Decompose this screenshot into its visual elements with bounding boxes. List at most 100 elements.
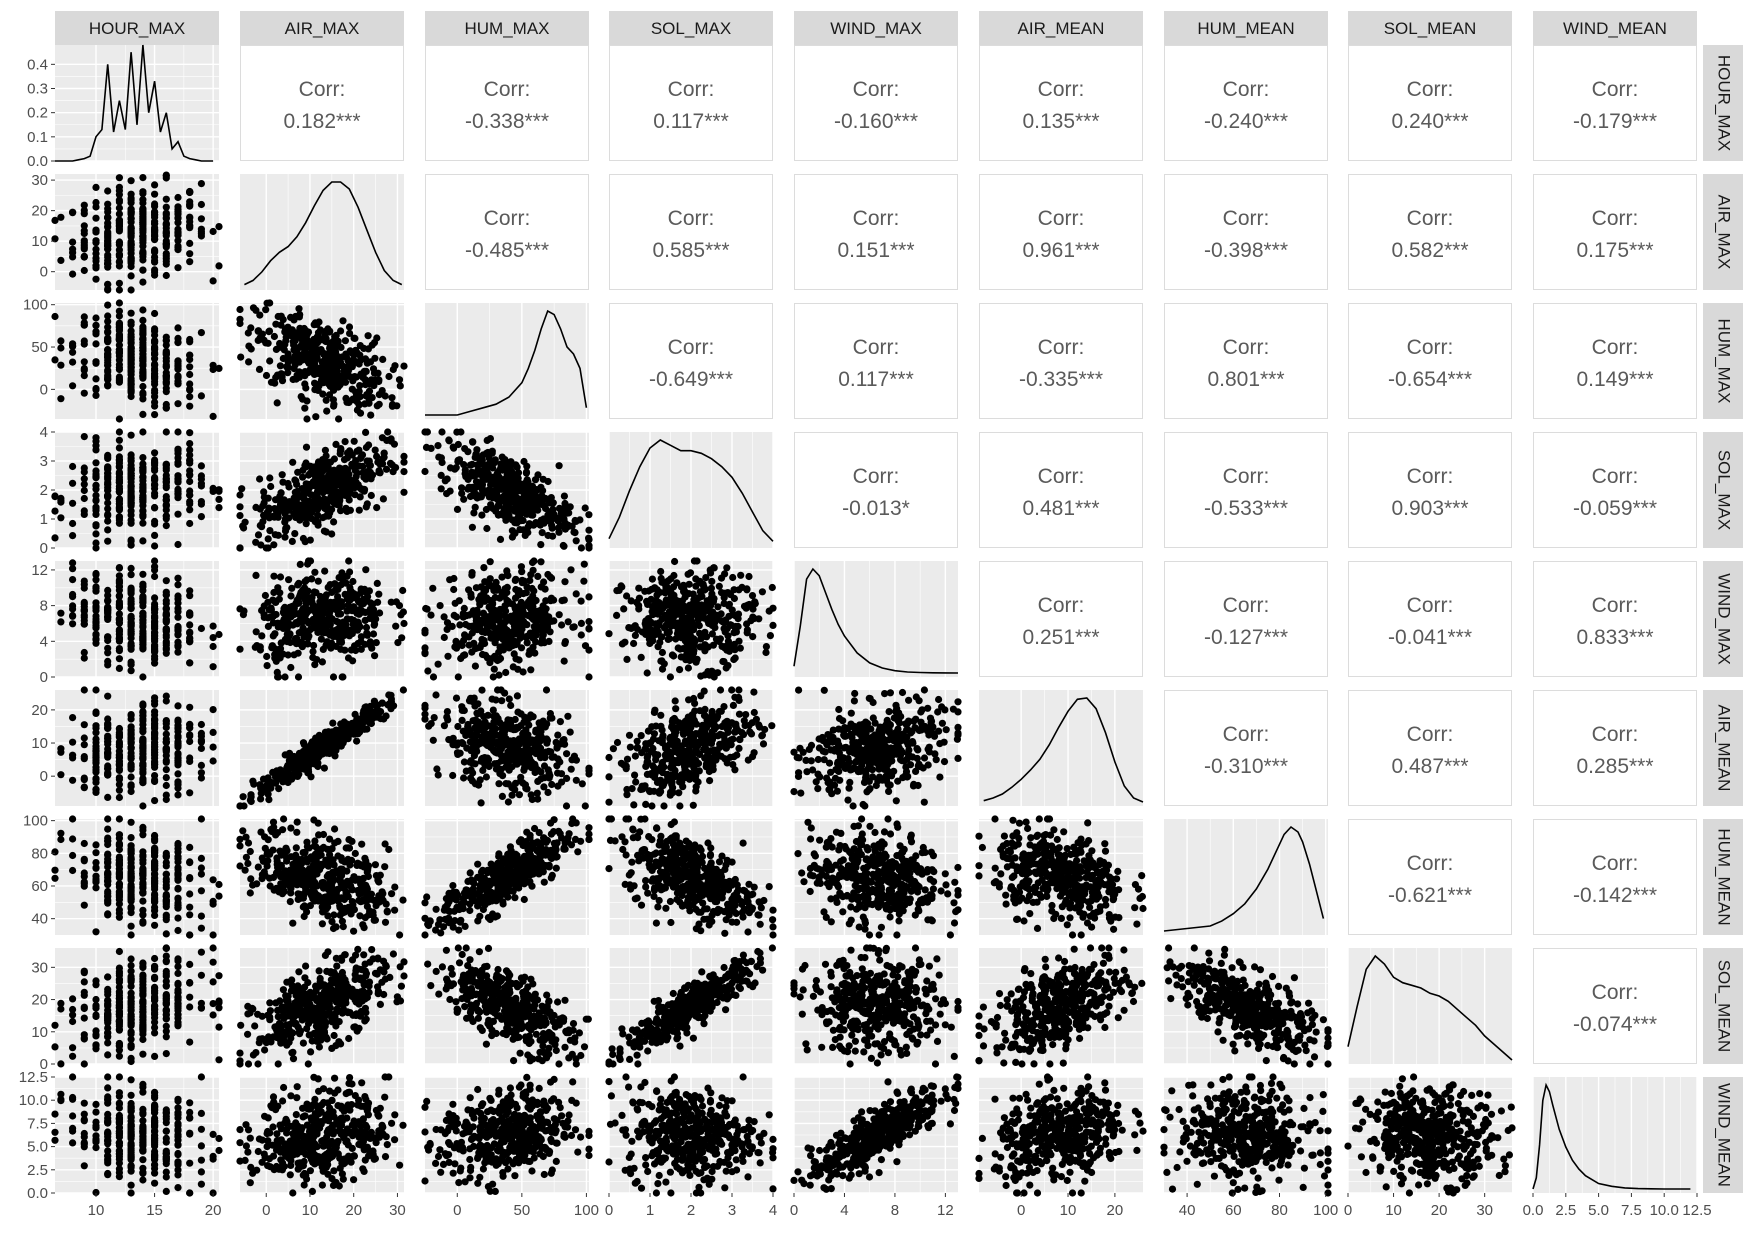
panel-sol_max-hum_max [421,428,592,551]
scatter-point [370,709,377,716]
corr-value: -0.335*** [1019,368,1103,391]
scatter-point [714,603,721,610]
density-panel-bg [425,303,589,419]
scatter-point [680,582,687,589]
scatter-point [292,477,299,484]
scatter-point [198,472,205,479]
scatter-point [325,747,332,754]
scatter-point [297,561,304,568]
scatter-point [92,215,99,222]
scatter-point [769,622,776,629]
scatter-point [266,299,273,306]
scatter-point [270,632,277,639]
scatter-point [128,571,135,578]
scatter-point [104,518,111,525]
scatter-point [305,512,312,519]
scatter-point [81,433,88,440]
scatter-point [561,493,568,500]
scatter-point [69,565,76,572]
corr-panel-frame [426,46,589,161]
scatter-point [336,574,343,581]
scatter-point [300,633,307,640]
scatter-point [703,601,710,608]
corr-label: Corr: [1038,78,1085,101]
scatter-point [372,447,379,454]
strip-right-label: HOUR_MAX [1715,55,1734,151]
scatter-point [262,306,269,313]
scatter-point [326,328,333,335]
scatter-point [263,653,270,660]
scatter-point [139,717,146,724]
scatter-point [497,655,504,662]
scatter-point [331,488,338,495]
scatter-point [585,625,592,632]
scatter-point [289,459,296,466]
scatter-point [469,484,476,491]
scatter-point [81,755,88,762]
scatter-point [508,485,515,492]
scatter-point [540,619,547,626]
scatter-point [92,764,99,771]
scatter-point [301,584,308,591]
scatter-point [128,712,135,719]
scatter-point [332,376,339,383]
scatter-point [274,584,281,591]
scatter-point [365,469,372,476]
corr-panel-frame [795,175,958,290]
scatter-point [464,448,471,455]
scatter-point [92,184,99,191]
corr-panel-frame [1349,175,1512,290]
scatter-point [128,177,135,184]
scatter-point [174,702,181,709]
scatter-point [671,621,678,628]
scatter-point [57,257,64,264]
scatter-point [477,457,484,464]
scatter-point [308,575,315,582]
strip-top-label: SOL_MAX [651,19,731,38]
scatter-point [534,573,541,580]
scatter-point [116,731,123,738]
scatter-point [57,514,64,521]
scatter-point [151,349,158,356]
scatter-point [151,741,158,748]
scatter-point [461,651,468,658]
scatter-point [731,595,738,602]
scatter-point [163,731,170,738]
scatter-point [277,362,284,369]
scatter-point [560,542,567,549]
scatter-point [174,759,181,766]
scatter-point [174,608,181,615]
panel-wind_max-sol_mean: Corr:-0.041*** [1349,562,1512,677]
scatter-point [339,374,346,381]
scatter-point [692,575,699,582]
scatter-point [92,576,99,583]
scatter-point [367,412,374,419]
corr-panel-frame [795,46,958,161]
scatter-point [151,375,158,382]
scatter-point [619,640,626,647]
scatter-point [322,642,329,649]
corr-panel-frame [1349,304,1512,419]
scatter-point [302,384,309,391]
scatter-point [521,492,528,499]
scatter-point [163,484,170,491]
scatter-point [92,757,99,764]
scatter-point [708,585,715,592]
scatter-point [139,454,146,461]
scatter-point [163,388,170,395]
scatter-point [186,587,193,594]
scatter-point [256,475,263,482]
scatter-point [198,215,205,222]
strip-top-label: WIND_MAX [830,19,922,38]
scatter-point [151,181,158,188]
scatter-point [667,575,674,582]
scatter-point [81,614,88,621]
scatter-point [128,319,135,326]
scatter-point [139,226,146,233]
scatter-point [215,262,222,269]
panel-hour_max-sol_max: Corr:0.117*** [610,46,773,161]
scatter-point [116,504,123,511]
scatter-point [274,673,281,680]
scatter-point [263,372,270,379]
scatter-point [139,473,146,480]
